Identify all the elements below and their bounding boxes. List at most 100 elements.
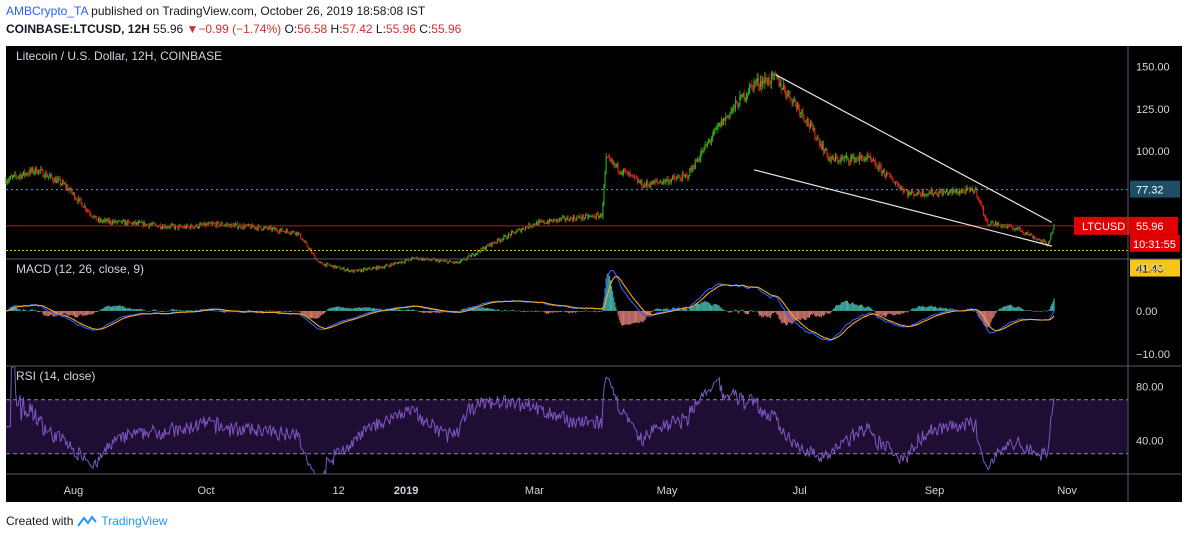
macd-histogram-bar (914, 308, 916, 311)
macd-histogram-bar (1045, 310, 1047, 312)
tradingview-link[interactable]: TradingView (101, 514, 168, 528)
macd-histogram-bar (32, 309, 34, 311)
candle-body (719, 122, 721, 127)
candle-body (296, 231, 298, 235)
candle-body (857, 159, 859, 161)
time-tick-label: 2019 (394, 485, 418, 497)
macd-histogram-bar (736, 309, 738, 311)
macd-histogram-bar (126, 308, 128, 311)
candle-body (320, 262, 322, 264)
macd-histogram-bar (160, 310, 162, 313)
candle-body (457, 261, 459, 264)
macd-histogram-bar (900, 310, 902, 314)
macd-histogram-bar (929, 306, 931, 311)
macd-histogram-bar (322, 310, 324, 315)
candle-body (346, 268, 348, 270)
candle-body (559, 218, 561, 220)
published-text: published on TradingView.com, October 26… (91, 4, 426, 18)
candle-body (332, 265, 334, 269)
candle-body (78, 198, 80, 202)
candle-body (23, 171, 25, 175)
candle-body (479, 251, 481, 253)
candle-body (518, 228, 520, 230)
macd-histogram-bar (566, 310, 568, 312)
candle-body (563, 216, 565, 218)
macd-histogram-bar (575, 310, 577, 313)
candle-body (521, 228, 523, 230)
candle-body (928, 192, 930, 195)
macd-histogram-bar (974, 310, 976, 312)
macd-histogram-bar (429, 310, 431, 314)
candle-body (329, 265, 331, 267)
macd-histogram-bar (583, 310, 585, 312)
price-pane[interactable]: Litecoin / U.S. Dollar, 12H, COINBASE150… (5, 49, 1181, 277)
macd-histogram-bar (864, 307, 866, 311)
macd-histogram-bar (101, 309, 103, 311)
author-link[interactable]: AMBCrypto_TA (6, 4, 88, 18)
candle-body (380, 266, 382, 269)
macd-histogram-bar (366, 307, 368, 311)
macd-histogram-bar (762, 310, 764, 317)
candle-body (939, 190, 941, 193)
candle-body (216, 221, 218, 227)
macd-histogram-bar (612, 290, 614, 311)
candle-body (974, 190, 976, 193)
macd-histogram-bar (790, 310, 792, 324)
macd-histogram-bar (1016, 307, 1018, 311)
macd-histogram-bar (283, 310, 285, 312)
candle-body (805, 122, 807, 124)
candle-body (513, 231, 515, 233)
candle-body (75, 198, 77, 200)
candle-body (543, 220, 545, 224)
candle-body (395, 262, 397, 264)
macd-histogram-bar (491, 308, 493, 311)
candle-body (1005, 225, 1007, 228)
macd-histogram-bar (748, 310, 750, 315)
macd-histogram-bar (548, 310, 550, 314)
macd-histogram-bar (182, 310, 184, 312)
candle-body (832, 156, 834, 159)
candle-body (369, 267, 371, 270)
macd-histogram-bar (849, 304, 851, 311)
macd-histogram-bar (927, 306, 929, 311)
candle-body (821, 144, 823, 150)
macd-histogram-bar (70, 310, 72, 316)
macd-histogram-bar (347, 308, 349, 311)
last-price-label-box (1074, 216, 1178, 235)
macd-histogram-bar (606, 273, 608, 311)
macd-histogram-bar (1008, 304, 1010, 311)
macd-pane[interactable]: MACD (12, 26, close, 9) 10.000.00−10.00 (5, 262, 1170, 361)
macd-histogram-bar (34, 309, 36, 311)
candle-body (639, 181, 641, 184)
candle-body (412, 257, 414, 259)
macd-histogram-bar (10, 306, 12, 311)
macd-histogram-bar (715, 304, 717, 311)
macd-histogram-bar (1053, 298, 1055, 311)
candle-body (641, 180, 643, 188)
macd-histogram-bar (995, 310, 997, 313)
candle-body (726, 116, 728, 118)
macd-histogram-bar (97, 310, 99, 312)
macd-histogram-bar (781, 310, 783, 324)
candle-body (493, 242, 495, 244)
candle-body (665, 180, 667, 183)
macd-histogram-bar (523, 310, 525, 312)
candle-body (833, 158, 835, 162)
candle-body (771, 73, 773, 75)
candle-body (932, 193, 934, 195)
macd-histogram-bar (288, 310, 290, 312)
macd-histogram-bar (468, 306, 470, 311)
macd-histogram-bar (973, 310, 975, 312)
candle-body (65, 183, 67, 188)
candle-body (128, 220, 130, 222)
candle-body (469, 255, 471, 258)
macd-histogram-bar (890, 310, 892, 314)
chart-canvas[interactable]: Litecoin / U.S. Dollar, 12H, COINBASE150… (0, 40, 1188, 503)
candle-body (651, 180, 653, 185)
candle-body (895, 182, 897, 184)
macd-histogram-bar (477, 307, 479, 311)
macd-histogram-bar (945, 308, 947, 311)
candle-body (988, 224, 990, 226)
candle-body (352, 269, 354, 273)
